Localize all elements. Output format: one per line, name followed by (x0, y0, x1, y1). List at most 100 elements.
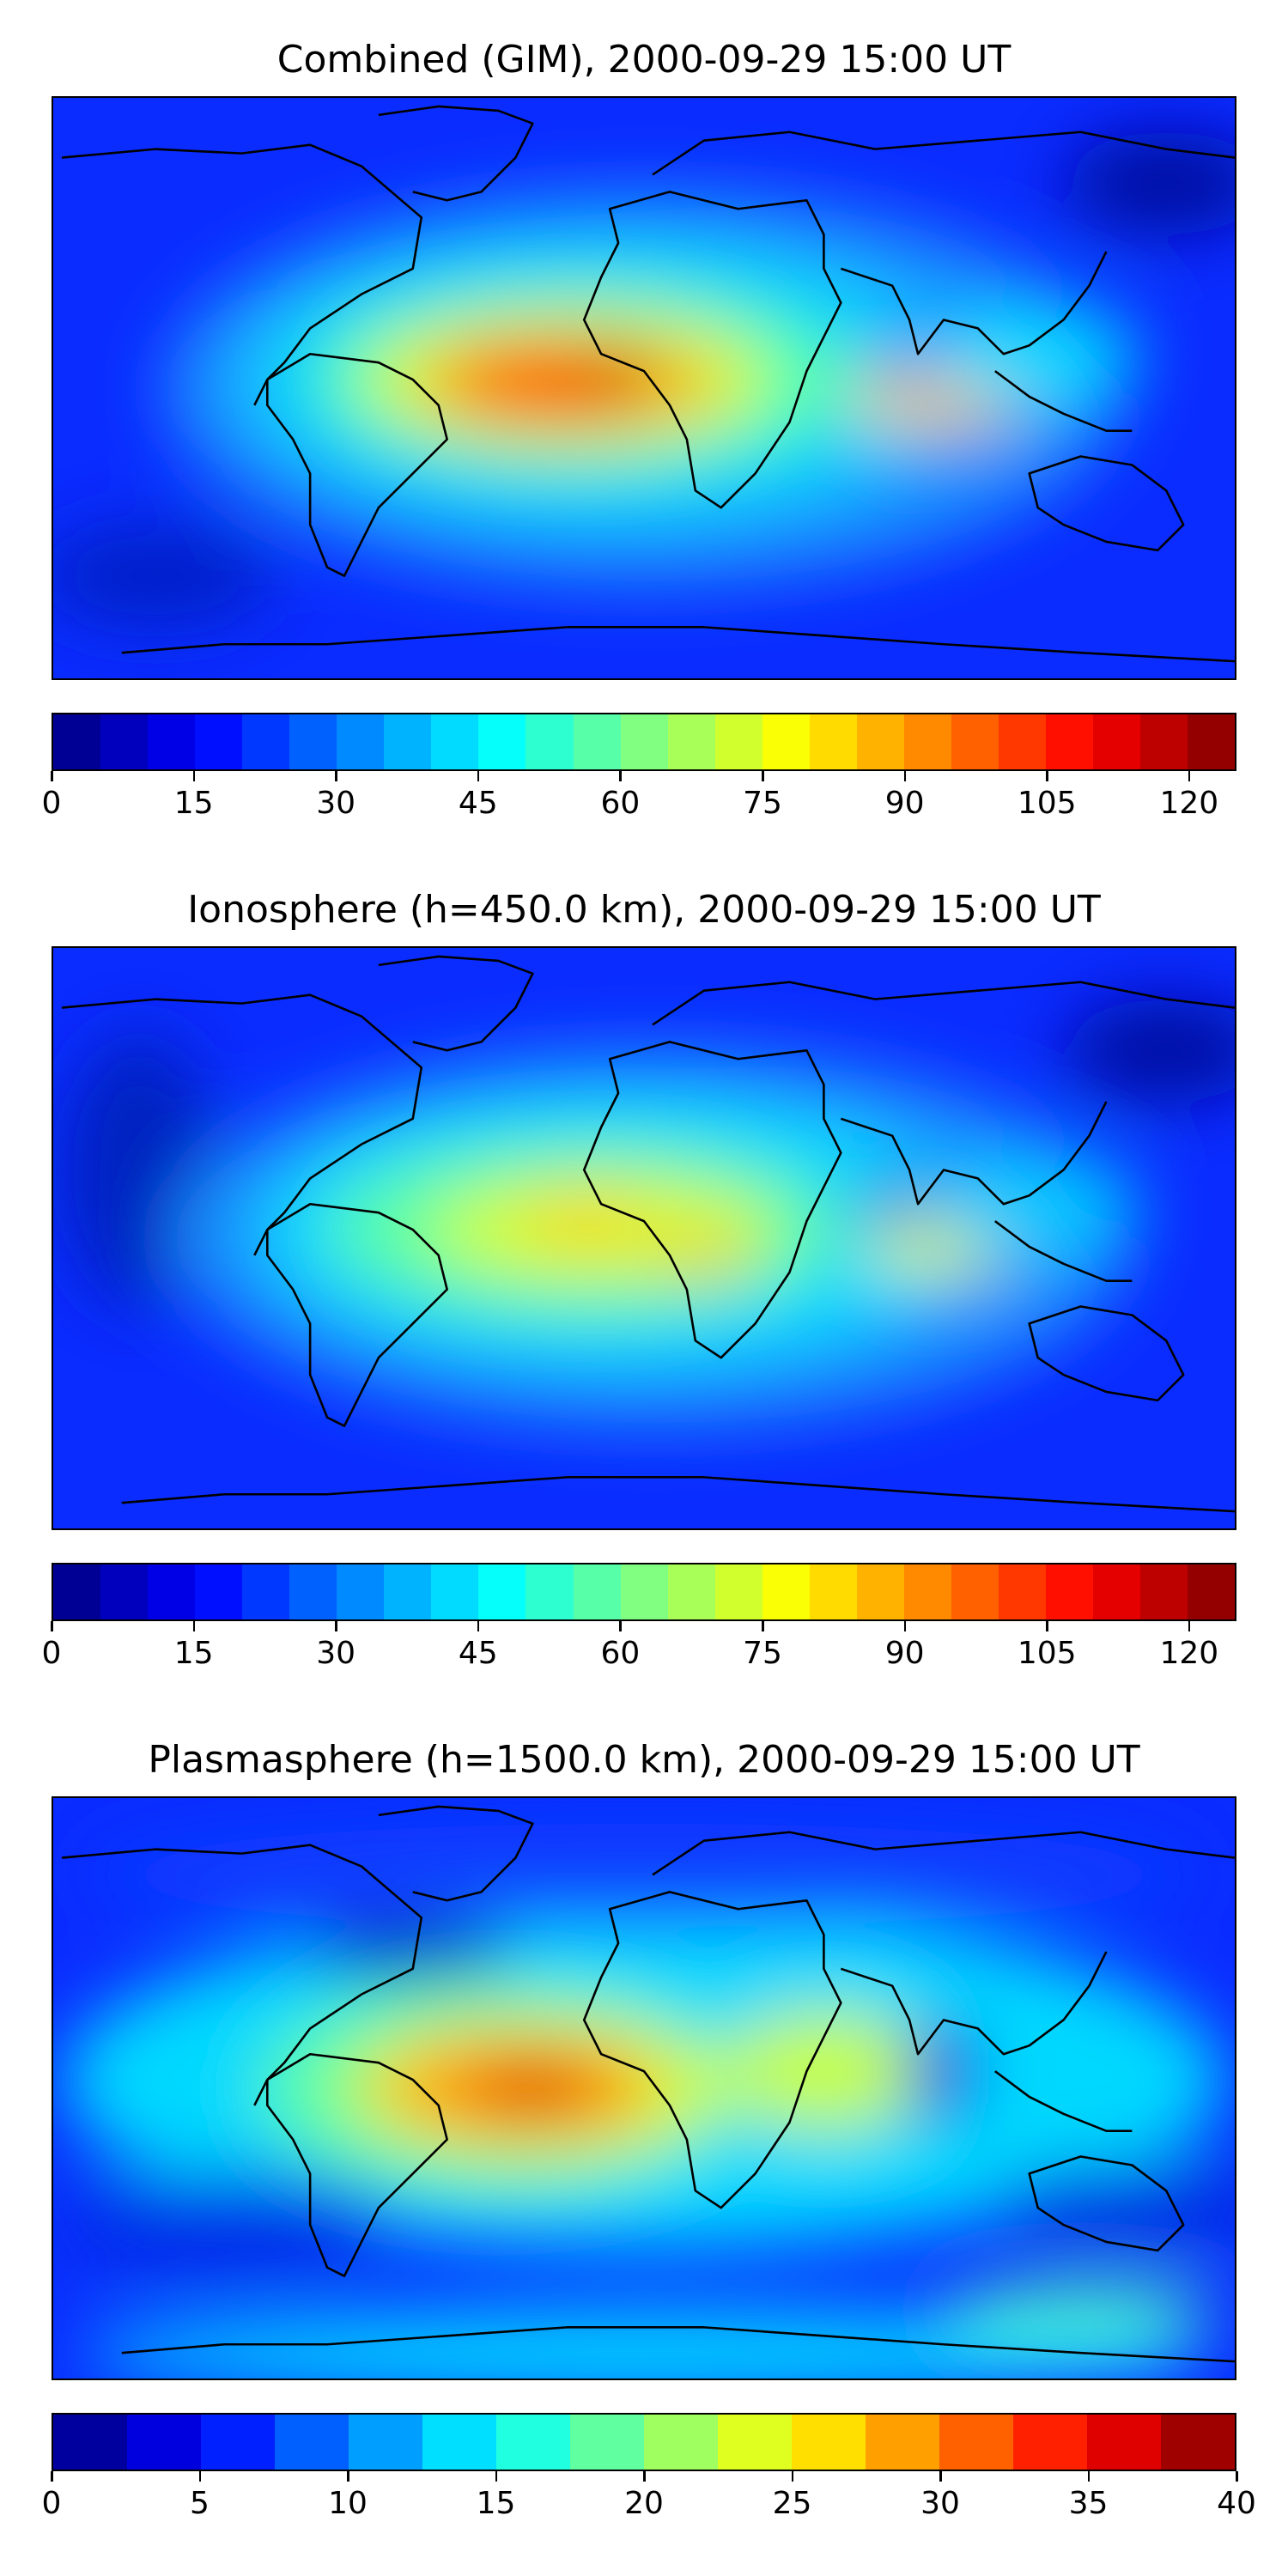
colorbar-level (809, 714, 857, 769)
colorbar-level (762, 1564, 810, 1619)
tick-mark (791, 2471, 793, 2482)
tick-label: 15 (173, 786, 214, 821)
tick-mark (51, 1621, 53, 1631)
colorbar-level (714, 1564, 762, 1619)
colorbar-level (866, 2415, 939, 2470)
panel-2-map (52, 946, 1236, 1530)
colorbar-level (1093, 1564, 1141, 1619)
panel-3-colorbar (52, 2413, 1236, 2471)
colorbar-level (53, 1564, 101, 1619)
tick-label: 35 (1068, 2486, 1109, 2521)
colorbar-level (337, 714, 385, 769)
tick-mark (619, 771, 622, 781)
colorbar-level (620, 714, 668, 769)
panel-2-colorbar-ticks: 0 15 30 45 60 75 90 105 120 (42, 1621, 1236, 1673)
colorbar-level (195, 714, 243, 769)
colorbar-level (1188, 714, 1236, 769)
colorbar-level (349, 2415, 422, 2470)
tick-label: 60 (600, 786, 641, 821)
tick-mark (903, 771, 907, 781)
tick-label: 0 (41, 1636, 62, 1671)
colorbar-level (422, 2415, 496, 2470)
colorbar-level (1087, 2415, 1161, 2470)
colorbar-level (53, 714, 101, 769)
tick-mark (335, 771, 337, 781)
colorbar-level (1045, 1564, 1094, 1619)
colorbar-level (856, 714, 904, 769)
tick-mark (192, 1621, 196, 1631)
tick-label: 75 (743, 786, 782, 821)
tick-mark (495, 2471, 497, 2482)
tick-label: 30 (316, 786, 356, 821)
tick-mark (643, 2471, 646, 2482)
panel-2-title: Ionosphere (h=450.0 km), 2000-09-29 15:0… (187, 888, 1101, 932)
colorbar-level (100, 1564, 149, 1619)
tick-label: 105 (1017, 786, 1077, 821)
colorbar-level (903, 1564, 951, 1619)
colorbar-level (431, 1564, 479, 1619)
tick-label: 0 (41, 786, 62, 821)
colorbar-level (951, 714, 999, 769)
tick-mark (762, 1621, 764, 1631)
tick-mark (1188, 771, 1191, 781)
colorbar-level (667, 1564, 715, 1619)
colorbar-level (1161, 2415, 1235, 2470)
colorbar-level (620, 1564, 668, 1619)
tick-label: 40 (1217, 2486, 1256, 2521)
panel-1-colorbar-ticks: 0 15 30 45 60 75 90 105 120 (42, 771, 1236, 823)
colorbar-level (148, 1564, 196, 1619)
colorbar-level (570, 2415, 644, 2470)
tick-label: 10 (328, 2486, 368, 2521)
tick-mark (192, 771, 196, 781)
colorbar-level (526, 1564, 574, 1619)
tick-mark (1046, 771, 1048, 781)
colorbar-level (903, 714, 951, 769)
tick-label: 45 (458, 1636, 498, 1671)
tick-label: 90 (884, 1636, 925, 1671)
tick-label: 105 (1017, 1636, 1077, 1671)
colorbar-level (242, 714, 290, 769)
tick-mark (198, 2471, 201, 2482)
tick-mark (1236, 2471, 1238, 2482)
panel-1-colorbar (52, 713, 1236, 771)
colorbar-level (127, 2415, 201, 2470)
tick-mark (51, 771, 53, 781)
colorbar-level (242, 1564, 290, 1619)
tick-label: 90 (884, 786, 925, 821)
colorbar-level (148, 714, 196, 769)
colorbar-level (384, 714, 432, 769)
colorbar-level (573, 714, 621, 769)
panel-1-map (52, 96, 1236, 680)
tick-label: 15 (173, 1636, 214, 1671)
tick-mark (1046, 1621, 1048, 1631)
colorbar-level (100, 714, 149, 769)
colorbar-level (478, 1564, 526, 1619)
colorbar-level (856, 1564, 904, 1619)
tick-label: 120 (1159, 1636, 1219, 1671)
tick-label: 120 (1159, 786, 1219, 821)
colorbar-level (201, 2415, 275, 2470)
colorbar-level (1188, 1564, 1236, 1619)
panel-3-title: Plasmasphere (h=1500.0 km), 2000-09-29 1… (148, 1738, 1140, 1782)
colorbar-level (431, 714, 479, 769)
colorbar-level (644, 2415, 718, 2470)
tick-label: 0 (41, 2486, 62, 2521)
colorbar-level (289, 714, 337, 769)
colorbar-level (496, 2415, 570, 2470)
colorbar-level (1093, 714, 1141, 769)
tick-mark (762, 771, 764, 781)
tick-label: 75 (743, 1636, 782, 1671)
tick-label: 30 (316, 1636, 356, 1671)
panel-3-colorbar-ticks: 0 5 10 15 20 25 30 35 40 (42, 2471, 1256, 2523)
colorbar-level (289, 1564, 337, 1619)
panel-2-colorbar (52, 1563, 1236, 1621)
tick-label: 60 (600, 1636, 641, 1671)
tick-label: 45 (458, 786, 498, 821)
tick-mark (335, 1621, 337, 1631)
tick-label: 5 (190, 2486, 210, 2521)
colorbar-level (1140, 714, 1188, 769)
colorbar-level (337, 1564, 385, 1619)
colorbar-level (573, 1564, 621, 1619)
tick-mark (347, 2471, 349, 2482)
tick-mark (477, 771, 480, 781)
